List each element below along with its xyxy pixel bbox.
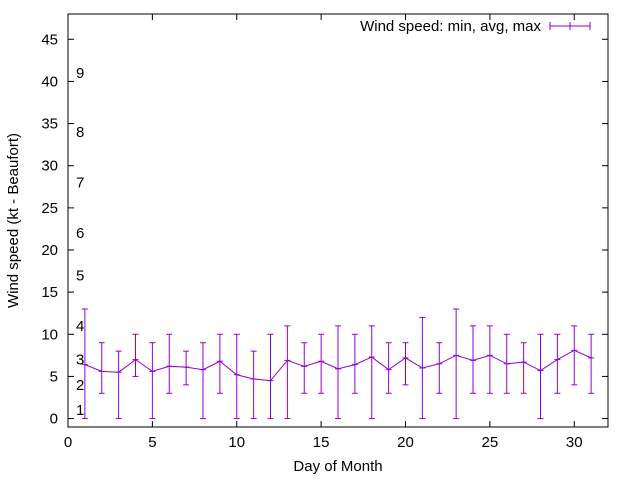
error-bar <box>149 342 156 420</box>
error-bar <box>554 333 561 394</box>
error-bar <box>588 333 595 394</box>
y-tick-label: 30 <box>41 158 58 175</box>
x-tick-label: 5 <box>148 434 156 451</box>
series-wind-speed <box>81 308 595 420</box>
y-tick-label: 20 <box>41 242 58 259</box>
beaufort-label: 2 <box>76 377 84 394</box>
x-tick-label: 30 <box>566 434 583 451</box>
error-bar <box>216 333 223 394</box>
legend: Wind speed: min, avg, max <box>360 18 591 35</box>
y-tick-label: 25 <box>41 200 58 217</box>
error-bar <box>183 350 190 386</box>
y-tick-label: 5 <box>50 368 58 385</box>
beaufort-labels: 1 2 3 4 5 6 7 8 9 <box>76 65 84 419</box>
error-bar <box>284 325 291 420</box>
y-tick-label: 10 <box>41 326 58 343</box>
x-tick-label: 0 <box>64 434 72 451</box>
error-bar <box>503 333 510 394</box>
y-tick-label: 40 <box>41 73 58 90</box>
x-tick-label: 25 <box>482 434 499 451</box>
beaufort-label: 1 <box>76 402 84 419</box>
x-axis-title: Day of Month <box>293 458 382 475</box>
x-tick-label: 20 <box>397 434 414 451</box>
error-bar <box>453 308 460 420</box>
error-bar <box>571 325 578 386</box>
plot-frame <box>67 13 609 428</box>
beaufort-label: 5 <box>76 267 84 284</box>
error-bar <box>318 333 325 394</box>
error-bar <box>81 308 88 420</box>
error-bar <box>233 333 240 420</box>
beaufort-label: 7 <box>76 175 84 192</box>
beaufort-label: 9 <box>76 65 84 82</box>
y-tick-label: 35 <box>41 116 58 133</box>
error-bar <box>368 325 375 420</box>
error-bar <box>132 333 139 377</box>
y-tick-label: 0 <box>50 411 58 428</box>
x-tick-label: 10 <box>228 434 245 451</box>
legend-label: Wind speed: min, avg, max <box>360 18 541 35</box>
y-tick-label: 15 <box>41 284 58 301</box>
error-bar <box>351 333 358 394</box>
error-bar <box>436 342 443 394</box>
error-bar <box>98 342 105 394</box>
error-bar <box>402 342 409 386</box>
error-bar <box>520 342 527 394</box>
error-bar <box>267 333 274 420</box>
error-bar <box>537 333 544 420</box>
beaufort-label: 6 <box>76 225 84 242</box>
y-axis-title: Wind speed (kt - Beaufort) <box>5 133 22 308</box>
beaufort-label: 3 <box>76 352 84 369</box>
error-bar <box>486 325 493 394</box>
y-tick-label: 45 <box>41 31 58 48</box>
error-bar <box>419 316 426 420</box>
error-bar <box>115 350 122 420</box>
beaufort-label: 4 <box>76 318 84 335</box>
x-tick-label: 15 <box>313 434 330 451</box>
error-bar <box>200 342 206 420</box>
error-bar <box>470 325 476 394</box>
error-bar <box>335 325 341 420</box>
error-bar <box>301 342 308 394</box>
error-bar <box>250 350 257 420</box>
error-bar <box>166 333 173 394</box>
beaufort-label: 8 <box>76 124 84 141</box>
error-bar <box>385 342 392 394</box>
